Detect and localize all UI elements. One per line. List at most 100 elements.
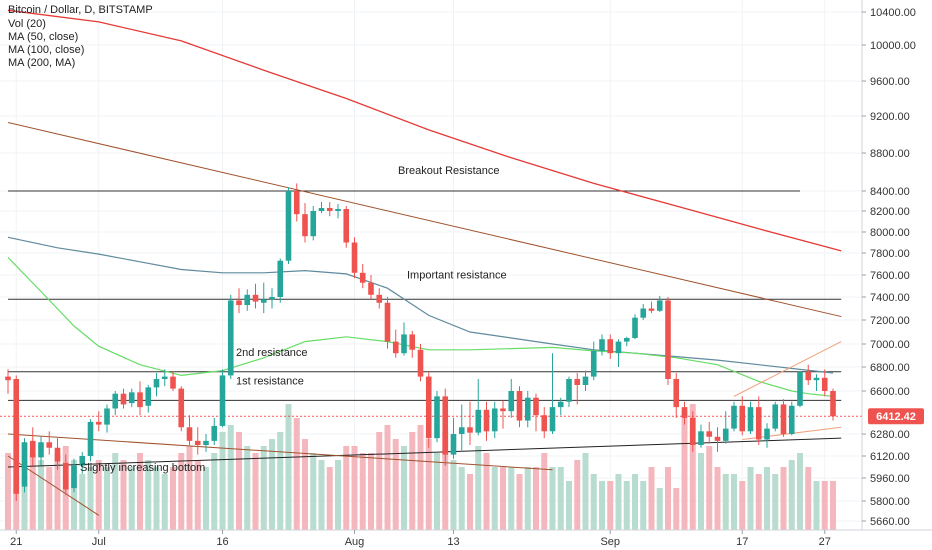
candle-up bbox=[161, 376, 168, 379]
volume-bar bbox=[46, 467, 53, 530]
volume-bar bbox=[557, 467, 564, 530]
candle-up bbox=[71, 465, 77, 489]
volume-bar bbox=[821, 481, 828, 530]
price-tick-label: 10400.00 bbox=[870, 7, 916, 19]
volume-bar bbox=[681, 411, 688, 530]
time-tick-label: 16 bbox=[216, 536, 228, 548]
price-tick-label: 5800.00 bbox=[870, 496, 910, 508]
breakout-resistance-label: Breakout Resistance bbox=[398, 165, 500, 177]
volume-bar bbox=[137, 453, 143, 530]
volume-bar bbox=[533, 467, 539, 530]
volume-bar bbox=[384, 425, 391, 530]
volume-bar bbox=[623, 481, 630, 530]
volume-bar bbox=[615, 474, 622, 530]
candle-down bbox=[252, 294, 259, 302]
candle-up bbox=[260, 299, 267, 303]
volume-bar bbox=[153, 467, 160, 530]
time-tick-label: 27 bbox=[819, 536, 831, 548]
candle-up bbox=[698, 431, 704, 445]
candle-up bbox=[79, 456, 86, 466]
candle-up bbox=[277, 260, 284, 297]
volume-bar bbox=[599, 481, 605, 530]
candle-down bbox=[706, 431, 713, 437]
candle-up bbox=[590, 350, 597, 377]
volume-bar bbox=[29, 453, 36, 530]
time-tick-label: 17 bbox=[736, 536, 748, 548]
price-tick-label: 7200.00 bbox=[870, 315, 910, 327]
volume-bar bbox=[170, 467, 176, 530]
price-tick-label: 7800.00 bbox=[870, 248, 910, 260]
volume-bar bbox=[788, 460, 795, 530]
price-tick-label: 9600.00 bbox=[870, 76, 910, 88]
candle-down bbox=[29, 440, 36, 458]
candle-down bbox=[302, 214, 308, 237]
candle-up bbox=[582, 376, 589, 385]
volume-bar bbox=[425, 439, 432, 530]
candle-down bbox=[409, 334, 416, 350]
candle-down bbox=[62, 462, 69, 490]
1st-resistance-label: 1st resistance bbox=[236, 375, 304, 387]
volume-bar bbox=[236, 432, 242, 530]
candle-down bbox=[137, 392, 143, 408]
candle-down bbox=[755, 407, 762, 440]
price-tick-label: 10000.00 bbox=[870, 40, 916, 52]
volume-bar bbox=[797, 453, 803, 530]
legend-ma200[interactable]: MA (200, MA) bbox=[8, 57, 75, 69]
candle-down bbox=[351, 242, 358, 273]
volume-bar bbox=[38, 460, 44, 530]
candle-down bbox=[425, 376, 432, 439]
volume-bar bbox=[302, 439, 308, 530]
candle-up bbox=[549, 407, 556, 432]
time-axis[interactable]: 21 Jul 16 Aug 13 Sep 17 27 bbox=[10, 530, 831, 548]
candle-down bbox=[780, 404, 787, 434]
candle-up bbox=[401, 334, 407, 354]
candle-up bbox=[112, 393, 119, 409]
legend-ma50[interactable]: MA (50, close) bbox=[8, 31, 78, 43]
candle-up bbox=[104, 408, 110, 425]
volume-bar bbox=[417, 425, 424, 530]
volume-bar bbox=[780, 467, 787, 530]
price-tick-label: 8800.00 bbox=[870, 148, 910, 160]
volume-bar bbox=[673, 488, 680, 530]
candle-up bbox=[434, 396, 440, 439]
candle-up bbox=[508, 391, 515, 412]
volume-bar bbox=[516, 474, 523, 530]
last-price-value: 6412.42 bbox=[876, 411, 916, 423]
candle-up bbox=[38, 442, 44, 458]
price-tick-label: 7000.00 bbox=[870, 339, 910, 351]
price-tick-label: 6600.00 bbox=[870, 386, 910, 398]
volume-bar bbox=[508, 467, 515, 530]
volume-bar bbox=[739, 481, 746, 530]
candle-down bbox=[392, 341, 399, 354]
candle-up bbox=[450, 434, 457, 455]
volume-bar bbox=[227, 425, 234, 530]
price-tick-label: 7400.00 bbox=[870, 292, 910, 304]
candle-up bbox=[632, 317, 638, 338]
candle-up bbox=[764, 428, 770, 440]
volume-bar bbox=[467, 474, 473, 530]
candle-down bbox=[714, 436, 721, 441]
candle-layer bbox=[5, 183, 836, 501]
volume-bar bbox=[95, 460, 102, 530]
price-tick-label: 9200.00 bbox=[870, 111, 910, 123]
volume-bar bbox=[186, 446, 193, 530]
candle-down bbox=[607, 339, 614, 354]
volume-bar bbox=[434, 453, 440, 530]
volume-bar bbox=[112, 453, 119, 530]
price-axis[interactable]: 5660.00 5800.00 5960.00 6120.00 6280.00 6600.… bbox=[862, 7, 916, 528]
important-resistance-label: Important resistance bbox=[407, 269, 507, 281]
ma100-line bbox=[7, 236, 834, 374]
candle-down bbox=[194, 440, 201, 445]
candle-up bbox=[731, 405, 737, 429]
candle-down bbox=[368, 282, 374, 295]
legend-ma100[interactable]: MA (100, close) bbox=[8, 44, 84, 56]
candle-down bbox=[95, 421, 102, 425]
legend-volume[interactable]: Vol (20) bbox=[8, 18, 46, 30]
candle-up bbox=[491, 408, 498, 432]
trend-line-layer bbox=[7, 121, 842, 516]
volume-bar bbox=[104, 467, 110, 530]
candle-up bbox=[21, 442, 28, 487]
candle-down bbox=[13, 379, 20, 494]
